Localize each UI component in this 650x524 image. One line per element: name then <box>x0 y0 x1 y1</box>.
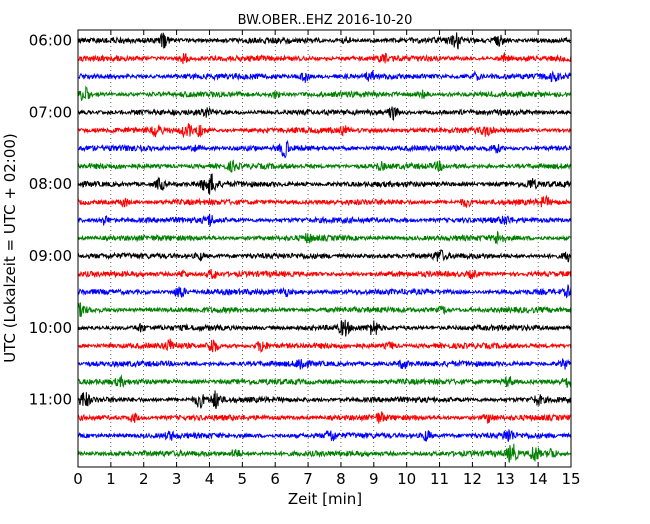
trace-1115 <box>77 411 572 424</box>
trace-0600 <box>77 32 572 50</box>
x-tick-label: 7 <box>303 470 313 488</box>
y-axis: 06:00 07:00 08:00 09:00 10:00 11:00 <box>29 32 571 409</box>
y-tick-label: 09:00 <box>29 247 72 265</box>
x-tick-label: 4 <box>205 470 215 488</box>
trace-0615 <box>77 51 572 65</box>
trace-1130 <box>77 429 572 442</box>
y-tick-label: 06:00 <box>29 32 72 50</box>
x-tick-label: 12 <box>463 470 482 488</box>
x-tick-label: 5 <box>238 470 248 488</box>
y-axis-label: UTC (Lokalzeit = UTC + 02:00) <box>1 133 19 363</box>
trace-0930 <box>77 284 572 299</box>
chart-title: BW.OBER..EHZ 2016-10-20 <box>238 13 413 28</box>
x-tick-label: 6 <box>270 470 280 488</box>
trace-0915 <box>77 268 572 280</box>
y-tick-label: 10:00 <box>29 319 72 337</box>
trace-1045 <box>77 374 572 388</box>
plot-frame <box>77 29 572 468</box>
x-tick-label: 0 <box>73 470 83 488</box>
trace-0730 <box>77 139 572 159</box>
x-tick-label: 14 <box>529 470 548 488</box>
trace-0800 <box>77 173 572 195</box>
y-tick-label: 08:00 <box>29 175 72 193</box>
x-tick-label: 11 <box>430 470 449 488</box>
grid-lines <box>110 30 539 467</box>
x-axis: 0 1 2 3 4 5 6 7 8 9 10 11 12 13 14 15 <box>73 30 581 488</box>
trace-0630 <box>77 69 572 83</box>
trace-1145 <box>77 443 572 463</box>
trace-1000 <box>77 319 572 337</box>
x-tick-label: 9 <box>369 470 379 488</box>
x-tick-label: 3 <box>172 470 182 488</box>
x-tick-label: 8 <box>336 470 346 488</box>
trace-1100 <box>77 390 572 410</box>
trace-1030 <box>77 358 572 370</box>
trace-1015 <box>77 338 572 354</box>
x-axis-label: Zeit [min] <box>288 490 362 508</box>
x-tick-label: 15 <box>561 470 580 488</box>
trace-0715 <box>77 123 572 139</box>
trace-0645 <box>77 85 572 102</box>
trace-0745 <box>77 159 572 173</box>
y-tick-label: 07:00 <box>29 103 72 121</box>
seismic-traces <box>77 32 572 463</box>
y-tick-label: 11:00 <box>29 391 72 409</box>
trace-0900 <box>77 249 572 263</box>
x-tick-label: 13 <box>496 470 515 488</box>
trace-0845 <box>77 231 572 246</box>
trace-0945 <box>77 302 572 318</box>
x-tick-label: 10 <box>397 470 416 488</box>
trace-0815 <box>77 194 572 208</box>
trace-0830 <box>77 213 572 227</box>
trace-0700 <box>77 106 572 121</box>
x-tick-label: 1 <box>106 470 116 488</box>
x-tick-label: 2 <box>139 470 149 488</box>
